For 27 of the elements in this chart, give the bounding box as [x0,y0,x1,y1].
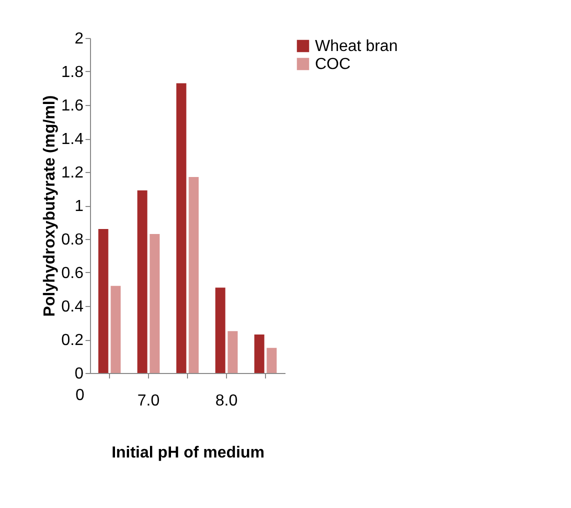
x-tick-label: 8.0 [215,392,238,410]
y-axis-title: Polyhydroxybutyrate (mg/ml) [41,95,58,317]
y-tick-label: 1.2 [61,164,84,182]
bar [137,190,148,373]
bar [150,234,160,373]
legend-label: Wheat bran [315,38,398,55]
x-axis-title: Initial pH of medium [112,444,264,462]
y-tick-label: 0.6 [61,265,84,282]
y-tick-label: 0 [74,366,84,382]
y-tick-label: 1.6 [61,98,84,114]
y-tick-label: 0.8 [61,232,84,248]
y-tick-label: 1.4 [61,131,84,148]
y-tick-label: 1.8 [61,64,84,81]
legend-label: COC [315,56,351,73]
bar [266,348,277,373]
y-tick-label: 2 [74,30,84,48]
bar [254,334,264,373]
y-tick-label: 0.2 [61,332,84,349]
bar [215,288,226,373]
y-tick-label: 0.4 [61,298,84,316]
x-tick-label: 7.0 [137,392,160,410]
y-tick-label: 1 [74,198,84,215]
bar [110,286,121,373]
bar [228,331,238,373]
bar [98,228,108,373]
bar [176,83,186,373]
bar [188,177,199,373]
